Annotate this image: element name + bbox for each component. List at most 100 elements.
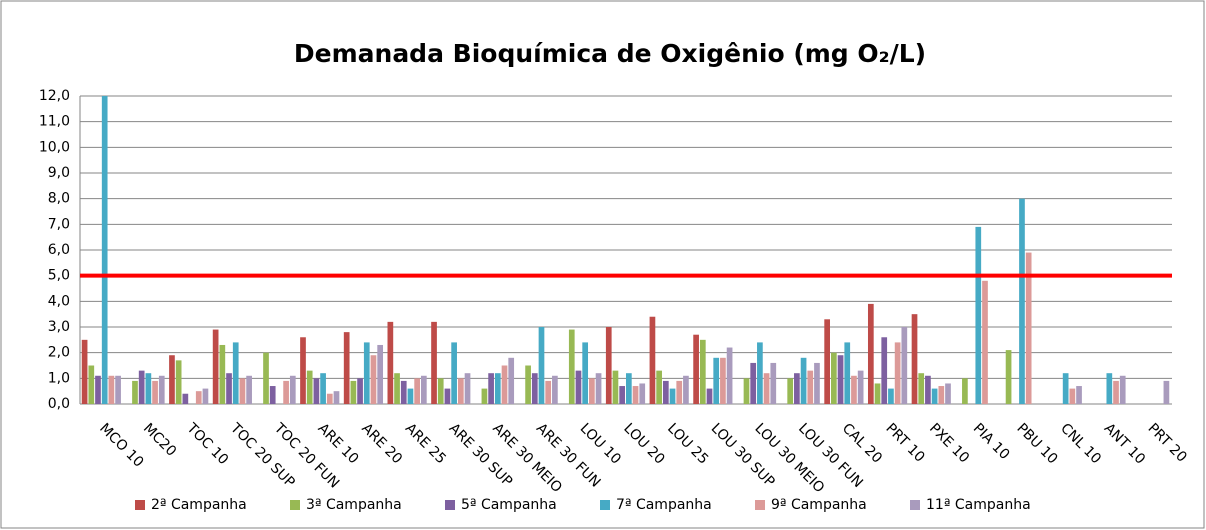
bar: [706, 388, 713, 404]
bar: [683, 375, 689, 404]
bar: [152, 380, 158, 404]
bar: [750, 362, 757, 404]
bar: [400, 380, 407, 404]
bar: [269, 386, 276, 404]
bar: [693, 334, 699, 404]
bar: [763, 373, 770, 404]
bar: [807, 370, 814, 404]
bar: [377, 344, 384, 404]
bar: [1106, 373, 1113, 404]
bar: [431, 321, 437, 404]
bar: [605, 327, 612, 404]
bar: [888, 388, 894, 404]
bar: [538, 327, 545, 404]
y-tick-label: 12,0: [39, 88, 70, 104]
legend-swatch: [910, 500, 920, 510]
legend-label: 5ª Campanha: [461, 497, 557, 513]
bar: [464, 373, 471, 404]
bar: [420, 375, 427, 404]
bar: [501, 365, 508, 404]
bar: [582, 342, 589, 404]
bar: [918, 373, 925, 404]
bar: [982, 280, 988, 404]
bar: [1113, 380, 1119, 404]
bar: [326, 393, 333, 404]
bar: [525, 365, 531, 404]
bar: [568, 329, 575, 404]
bar: [713, 357, 720, 404]
bar: [1025, 252, 1032, 404]
bar: [444, 388, 451, 404]
bar: [589, 378, 595, 404]
bar: [488, 373, 494, 404]
bar: [1019, 198, 1025, 404]
y-tick-label: 11,0: [39, 114, 70, 130]
bar: [169, 355, 175, 404]
bar: [350, 380, 357, 404]
bar: [676, 380, 683, 404]
bar: [726, 347, 733, 404]
bar: [1076, 386, 1082, 404]
bar: [931, 388, 938, 404]
bar: [370, 355, 377, 404]
bar: [881, 337, 888, 404]
bar: [239, 378, 246, 404]
bar: [363, 342, 370, 404]
y-tick-label: 4,0: [48, 293, 70, 309]
bar: [1062, 373, 1069, 404]
bar: [357, 378, 363, 404]
bar: [844, 342, 851, 404]
bar: [1163, 380, 1170, 404]
bar: [612, 370, 619, 404]
bar: [108, 375, 115, 404]
bar: [158, 375, 165, 404]
bar: [313, 378, 320, 404]
bar: [901, 327, 908, 404]
bar: [95, 375, 101, 404]
bar: [787, 378, 794, 404]
bar: [531, 373, 538, 404]
bar: [232, 342, 239, 404]
bar: [1119, 375, 1126, 404]
bar: [619, 386, 625, 404]
bar: [662, 380, 669, 404]
chart-title: Demanada Bioquímica de Oxigênio (mg O₂/L…: [294, 39, 926, 68]
bar: [195, 391, 202, 404]
bar: [283, 380, 289, 404]
bar: [945, 383, 951, 404]
bar: [481, 388, 488, 404]
legend-swatch: [600, 500, 610, 510]
bar: [743, 378, 750, 404]
bar: [649, 316, 656, 404]
bar: [115, 375, 121, 404]
bar: [831, 352, 837, 404]
bar: [575, 370, 582, 404]
bar: [289, 375, 296, 404]
bar: [595, 373, 602, 404]
bar: [457, 378, 464, 404]
bar: [851, 375, 857, 404]
y-tick-label: 9,0: [48, 165, 70, 181]
y-tick-label: 1,0: [48, 370, 70, 386]
bar: [669, 388, 676, 404]
bar: [552, 375, 558, 404]
bar: [300, 337, 306, 404]
bar: [894, 342, 901, 404]
legend-swatch: [135, 500, 145, 510]
bar: [175, 360, 182, 404]
bar: [246, 375, 252, 404]
bar: [451, 342, 457, 404]
bar: [975, 226, 982, 404]
y-tick-label: 3,0: [48, 319, 70, 335]
bar: [857, 370, 864, 404]
bar: [101, 96, 108, 404]
bar: [437, 378, 444, 404]
bar: [925, 375, 931, 404]
bar: [720, 357, 726, 404]
legend-label: 2ª Campanha: [151, 497, 247, 513]
bar: [387, 321, 394, 404]
bar: [938, 386, 945, 404]
bar: [219, 344, 226, 404]
